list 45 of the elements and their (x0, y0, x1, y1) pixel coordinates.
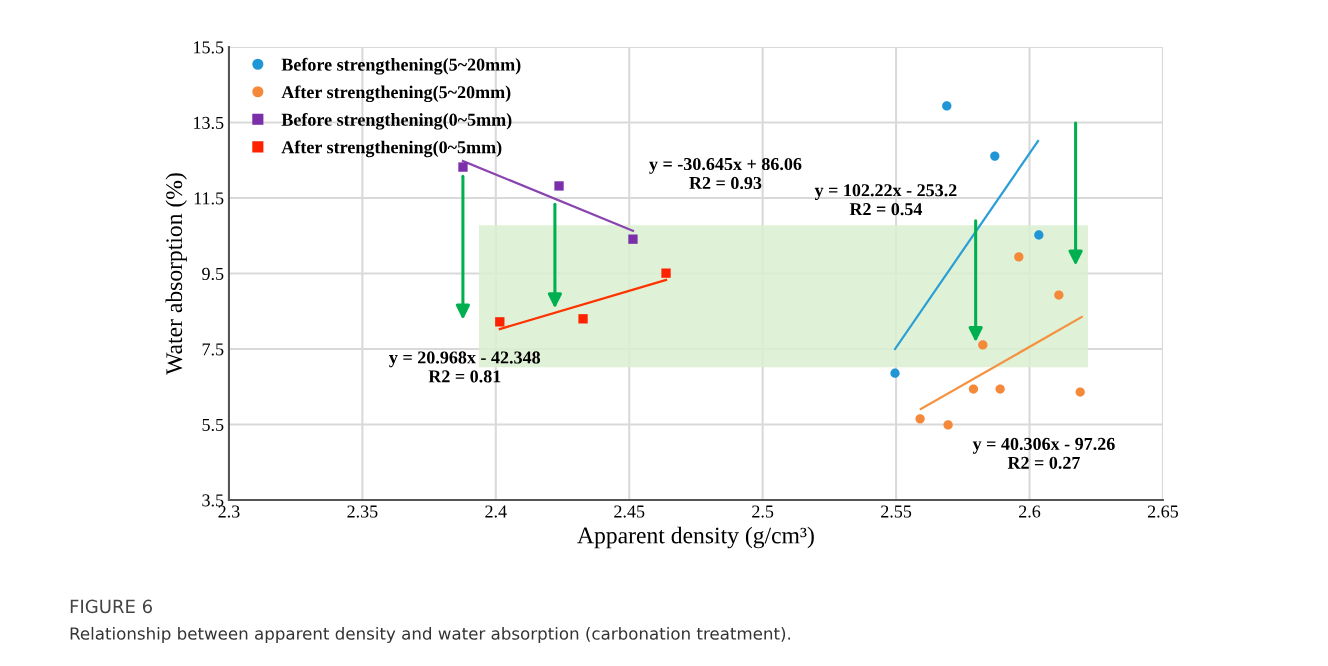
point (1014, 252, 1024, 262)
annotation: y = -30.645x + 86.06 R2 = 0.93 (649, 157, 802, 190)
point (1075, 387, 1085, 397)
x-tick-label: 2.3 (218, 505, 240, 518)
y-tick-label: 7.5 (202, 343, 224, 356)
point (1034, 230, 1044, 240)
x-tick-label: 2.55 (881, 505, 912, 518)
x-tick-label: 2.5 (752, 505, 774, 518)
y-tick-label: 3.5 (202, 494, 224, 507)
legend-label: After strengthening(0~5mm) (281, 140, 502, 158)
text: Relationship between apparent density and water absorption (carbonation treatment). (70, 626, 791, 644)
point (968, 384, 979, 394)
point (458, 162, 468, 172)
x-axis-title: Apparent density (g/cm³) (577, 526, 814, 549)
legend-label: Before strengthening(0~5mm) (281, 112, 512, 130)
y-tick-label: 13.5 (194, 116, 224, 130)
x-tick-label: 2.6 (1019, 505, 1041, 518)
point (554, 181, 564, 191)
point (495, 317, 505, 327)
x-tick-label: 2.65 (1147, 505, 1179, 518)
point (661, 268, 671, 278)
point (995, 384, 1005, 394)
y-tick-label: 5.5 (202, 418, 224, 432)
x-tick-label: 2.45 (614, 505, 645, 518)
y-axis-title: Water absorption (%) (165, 173, 187, 375)
point (990, 151, 1000, 161)
point (978, 340, 988, 350)
y-tick-label: 15.5 (194, 41, 224, 54)
y-tick-label: 9.5 (202, 267, 224, 281)
point (915, 414, 925, 424)
legend-label: Before strengthening(5~20mm) (281, 57, 521, 75)
legend-label: After strengthening(5~20mm) (281, 85, 511, 103)
x-tick-label: 2.35 (347, 505, 378, 518)
y-tick-label: 11.5 (194, 192, 224, 205)
point (942, 101, 952, 111)
x-tick-label: 2.4 (485, 505, 507, 518)
point (1054, 290, 1064, 300)
point (890, 368, 900, 378)
point (628, 234, 638, 244)
annotation: y = 102.22x - 253.2 R2 = 0.54 (814, 184, 957, 216)
point (943, 420, 953, 430)
annotation: y = 20.968x - 42.348 R2 = 0.81 (389, 351, 541, 383)
annotation: y = 40.306x - 97.26 R2 = 0.27 (972, 437, 1115, 469)
caption: FIGURE 6 (70, 599, 153, 614)
point (578, 314, 588, 324)
